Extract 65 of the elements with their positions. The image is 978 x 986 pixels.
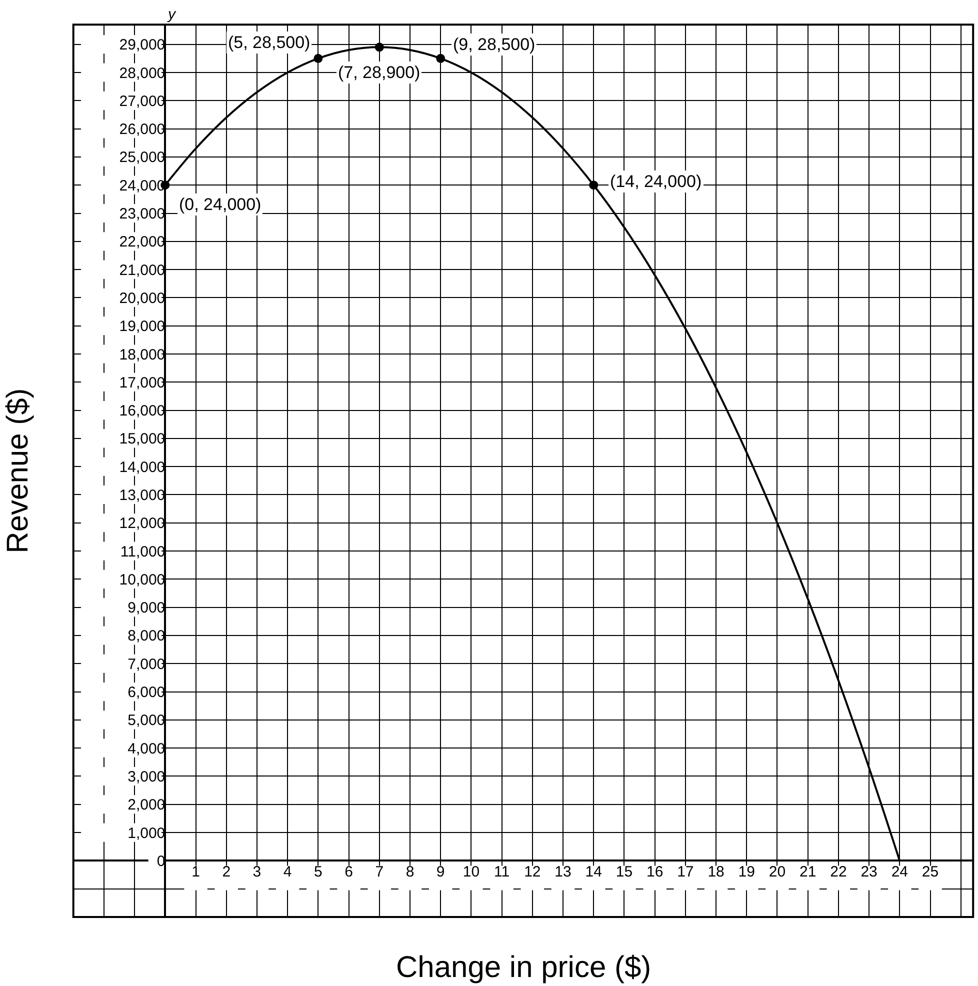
point bbox=[436, 54, 446, 63]
x-tick-label: 19 bbox=[738, 864, 755, 881]
x-tick-label: 13 bbox=[554, 864, 572, 881]
y-tick-label: 5,000 bbox=[128, 712, 166, 730]
x-tick-label: 11 bbox=[494, 864, 510, 881]
x-tick-label: 5 bbox=[314, 864, 322, 881]
y-tick-label: 14,000 bbox=[119, 458, 166, 476]
x-tick-label: 4 bbox=[283, 864, 292, 881]
y-tick-label: 28,000 bbox=[119, 64, 166, 82]
y-tick-label: 18,000 bbox=[119, 346, 166, 364]
x-tick-label: 1 bbox=[192, 864, 200, 881]
x-tick-label: 7 bbox=[375, 864, 384, 881]
x-tick-label: 23 bbox=[860, 864, 878, 881]
y-tick-label: 29,000 bbox=[119, 36, 166, 54]
x-tick-label: 22 bbox=[830, 864, 847, 881]
point bbox=[589, 180, 598, 190]
x-tick-label: 6 bbox=[344, 864, 353, 881]
x-axis-title: Change in price ($) bbox=[396, 951, 652, 984]
y-tick-label: 25,000 bbox=[119, 149, 166, 166]
y-tick-label: 23,000 bbox=[119, 206, 166, 222]
x-tick-label: 3 bbox=[252, 864, 262, 881]
annotation: (14, 24,000) bbox=[610, 172, 702, 191]
y-tick-label: 26,000 bbox=[119, 121, 166, 138]
x-tick-label: 16 bbox=[646, 864, 664, 881]
x-tick-label: 17 bbox=[677, 864, 694, 881]
y-tick-label: 2,000 bbox=[128, 796, 166, 814]
x-tick-label: 2 bbox=[222, 864, 231, 881]
x-tick-label: 21 bbox=[800, 864, 816, 881]
y-tick-label: 13,000 bbox=[119, 486, 166, 504]
y-tick-label: 10,000 bbox=[119, 571, 166, 588]
annotation: (7, 28,900) bbox=[338, 63, 420, 82]
x-tick-label: 24 bbox=[891, 864, 908, 881]
y-tick-label: 21,000 bbox=[119, 262, 166, 279]
x-tick-label: 20 bbox=[768, 864, 786, 881]
y-tick-label: 22,000 bbox=[119, 234, 166, 251]
y-tick-label: 15,000 bbox=[119, 430, 166, 448]
x-tick-label: 18 bbox=[708, 864, 724, 881]
y-axis-title: Revenue ($) bbox=[2, 388, 35, 554]
y-tick-label: 7,000 bbox=[128, 656, 166, 673]
x-tick-label: 15 bbox=[616, 864, 633, 881]
annotation: (9, 28,500) bbox=[453, 35, 536, 54]
annotation: (0, 24,000) bbox=[179, 195, 262, 214]
text: y bbox=[167, 6, 177, 23]
y-tick-label: 3,000 bbox=[128, 768, 166, 786]
y-tick-label: 1,000 bbox=[128, 824, 166, 842]
x-tick-label: 10 bbox=[462, 864, 480, 881]
y-tick-label: 12,000 bbox=[119, 515, 166, 532]
annotation: (5, 28,500) bbox=[228, 33, 310, 52]
y-tick-label: 8,000 bbox=[128, 628, 166, 645]
y-tick-label: 20,000 bbox=[119, 290, 166, 307]
point bbox=[314, 54, 323, 63]
y-tick-label: 11,000 bbox=[120, 543, 166, 560]
y-tick-label: 6,000 bbox=[128, 684, 166, 702]
y-tick-label: 9,000 bbox=[128, 600, 166, 617]
x-tick-label: 8 bbox=[406, 864, 414, 881]
y-tick-label: 27,000 bbox=[119, 92, 166, 110]
point bbox=[374, 42, 384, 52]
y-tick-label: 19,000 bbox=[119, 318, 166, 336]
y-tick-label: 16,000 bbox=[119, 402, 166, 420]
x-tick-label: 12 bbox=[524, 864, 541, 881]
x-tick-label: 9 bbox=[436, 864, 445, 881]
y-tick-label: 4,000 bbox=[128, 740, 166, 758]
x-tick-label: 25 bbox=[922, 864, 939, 881]
y-tick-label: 17,000 bbox=[119, 374, 166, 392]
x-tick-label: 14 bbox=[585, 864, 602, 881]
